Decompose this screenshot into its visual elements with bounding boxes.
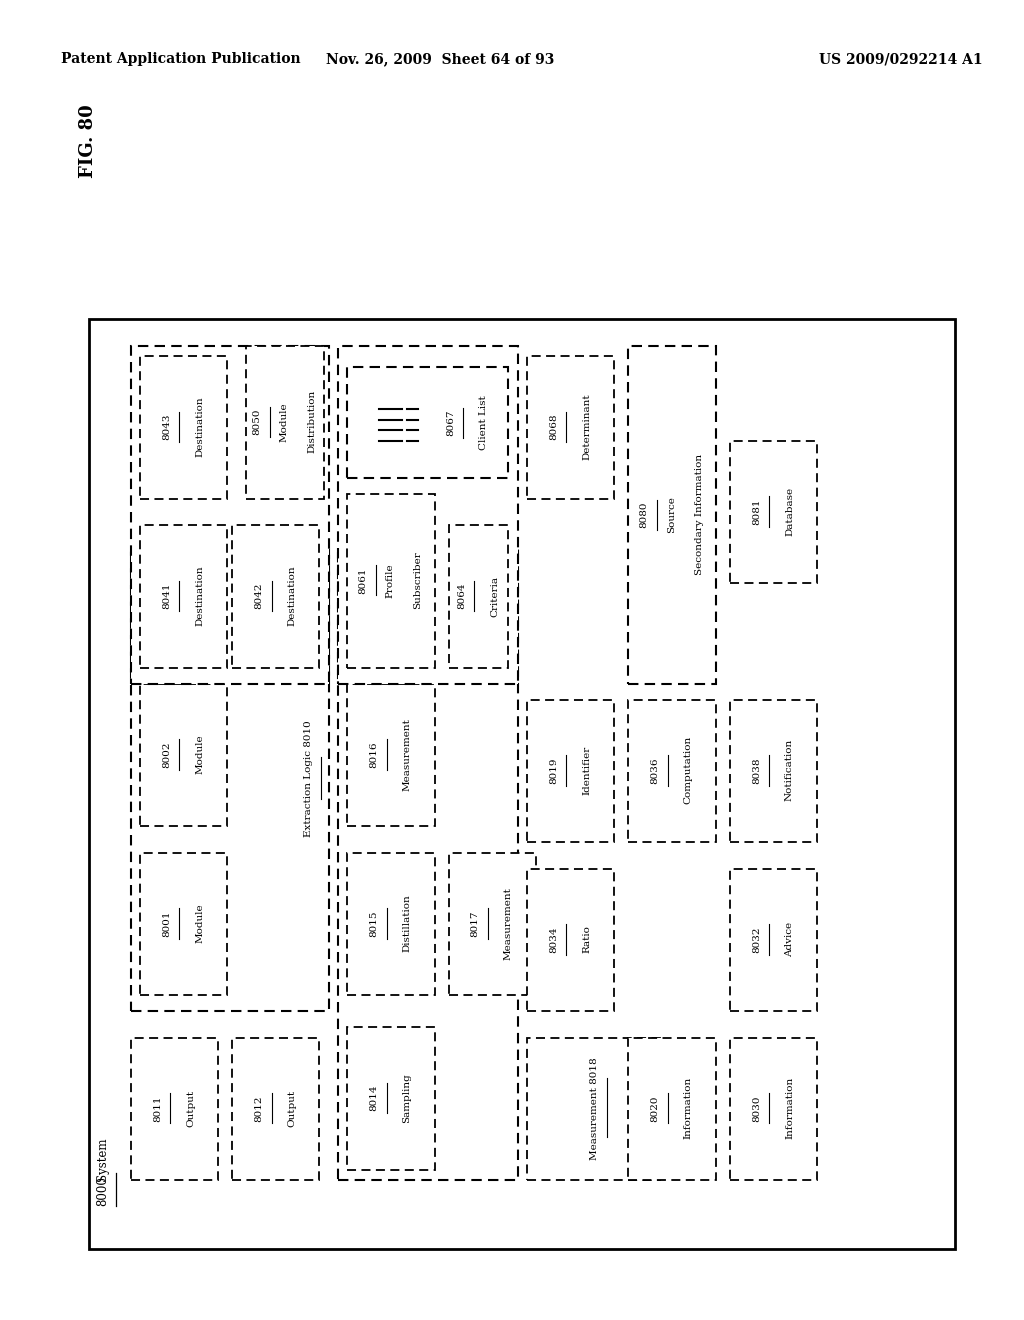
Text: 8080: 8080 (639, 502, 648, 528)
Text: Distillation: Distillation (402, 895, 412, 952)
Bar (729, 1038, 817, 1180)
Text: Sampling: Sampling (402, 1073, 412, 1122)
Bar (139, 525, 227, 668)
Text: Computation: Computation (684, 737, 692, 804)
Bar (139, 684, 227, 826)
Bar (347, 1027, 434, 1170)
Bar (449, 853, 537, 995)
Text: 8002: 8002 (162, 742, 171, 768)
Bar (231, 525, 319, 668)
Bar (347, 367, 508, 478)
Text: 8064: 8064 (457, 583, 466, 610)
Text: 8036: 8036 (650, 758, 659, 784)
Text: Destination: Destination (196, 566, 204, 627)
Text: 8011: 8011 (153, 1096, 162, 1122)
Text: Determinant: Determinant (583, 393, 591, 461)
Text: 8043: 8043 (162, 414, 171, 441)
Text: Destination: Destination (288, 566, 296, 627)
Bar (89, 319, 955, 1249)
Text: Source: Source (667, 496, 676, 533)
Text: 8001: 8001 (162, 911, 171, 937)
Text: Distribution: Distribution (307, 391, 316, 454)
Text: Output: Output (288, 1090, 296, 1127)
Bar (338, 346, 517, 684)
Text: Information: Information (684, 1077, 692, 1139)
Bar (729, 869, 817, 1011)
Text: 8061: 8061 (358, 568, 368, 594)
Bar (729, 441, 817, 583)
Bar (526, 356, 614, 499)
Bar (131, 346, 329, 684)
Bar (347, 684, 434, 826)
Text: 8012: 8012 (254, 1096, 263, 1122)
Text: 8016: 8016 (370, 742, 378, 768)
Text: Ratio: Ratio (583, 925, 591, 953)
Text: Patent Application Publication: Patent Application Publication (61, 53, 301, 66)
Bar (231, 1038, 319, 1180)
Text: Secondary Information: Secondary Information (694, 454, 703, 576)
Text: Extraction Logic 8010: Extraction Logic 8010 (304, 721, 313, 837)
Text: Profile: Profile (386, 562, 395, 598)
Bar (338, 546, 517, 1180)
Text: Nov. 26, 2009  Sheet 64 of 93: Nov. 26, 2009 Sheet 64 of 93 (326, 53, 555, 66)
Bar (526, 869, 614, 1011)
Text: Measurement 8018: Measurement 8018 (590, 1057, 599, 1159)
Text: Measurement: Measurement (402, 718, 412, 791)
Text: 8000: 8000 (96, 1176, 110, 1205)
Bar (347, 853, 434, 995)
Text: 8020: 8020 (650, 1096, 659, 1122)
Text: Destination: Destination (196, 397, 204, 458)
Bar (139, 853, 227, 995)
Text: Module: Module (196, 904, 204, 944)
Text: Module: Module (280, 403, 289, 442)
Text: 8050: 8050 (252, 409, 261, 436)
Text: 8081: 8081 (752, 499, 761, 525)
Text: Measurement: Measurement (504, 887, 513, 960)
Text: 8038: 8038 (752, 758, 761, 784)
Text: FIG. 80: FIG. 80 (79, 104, 97, 178)
Text: 8068: 8068 (549, 414, 558, 441)
Text: 8019: 8019 (549, 758, 558, 784)
Bar (131, 1038, 218, 1180)
Bar (628, 1038, 716, 1180)
Text: 8030: 8030 (752, 1096, 761, 1122)
Bar (347, 494, 434, 668)
Text: 8042: 8042 (254, 583, 263, 610)
Bar (131, 546, 329, 1011)
Bar (246, 346, 324, 499)
Bar (729, 700, 817, 842)
Text: US 2009/0292214 A1: US 2009/0292214 A1 (819, 53, 983, 66)
Text: 8032: 8032 (752, 927, 761, 953)
Text: Information: Information (785, 1077, 794, 1139)
Text: Criteria: Criteria (490, 576, 499, 616)
Text: 8015: 8015 (370, 911, 378, 937)
Text: System: System (96, 1138, 110, 1180)
Text: 8017: 8017 (471, 911, 479, 937)
Bar (449, 525, 508, 668)
Bar (628, 346, 716, 684)
Text: 8014: 8014 (370, 1085, 378, 1111)
Text: Subscriber: Subscriber (414, 552, 423, 609)
Text: Advice: Advice (785, 921, 794, 957)
Bar (139, 356, 227, 499)
Bar (526, 700, 614, 842)
Text: Module: Module (196, 735, 204, 775)
Text: Client List: Client List (479, 396, 488, 450)
Text: Notification: Notification (785, 739, 794, 801)
Text: Output: Output (186, 1090, 195, 1127)
Bar (526, 1038, 660, 1180)
Text: Database: Database (785, 487, 794, 536)
Text: 8041: 8041 (162, 583, 171, 610)
Text: 8067: 8067 (445, 409, 455, 436)
Text: 8034: 8034 (549, 927, 558, 953)
Bar (628, 700, 716, 842)
Text: Identifier: Identifier (583, 746, 591, 795)
